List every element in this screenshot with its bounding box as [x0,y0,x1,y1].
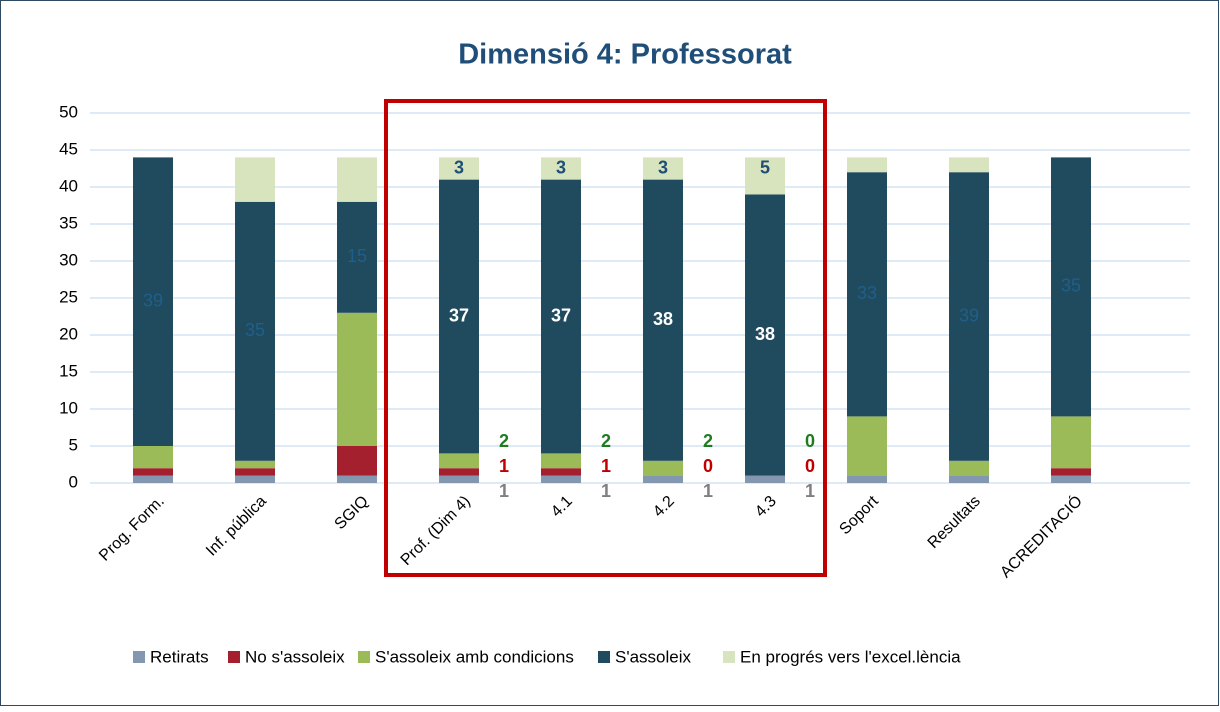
data-label: 3 [556,157,566,177]
data-label: 0 [805,431,815,451]
data-label: 35 [1061,276,1081,296]
bar-segment [235,460,275,469]
legend-swatch [228,651,240,663]
bar-segment [541,468,581,476]
data-label: 15 [347,246,367,266]
bar-segment [337,446,377,476]
legend-swatch [358,651,370,663]
data-label: 0 [805,456,815,476]
bar-segment [745,194,785,476]
bar-segment [1051,157,1091,417]
y-tick-label: 45 [59,139,78,158]
bar-segment [133,446,173,469]
data-label: 1 [601,481,611,501]
bar-segment [541,179,581,454]
legend-swatch [723,651,735,663]
data-label: 39 [959,305,979,325]
data-label: 1 [499,456,509,476]
legend-label: S'assoleix amb condicions [375,647,574,666]
highlight-box [384,99,827,577]
bar-segment [439,453,479,469]
bar-segment [439,179,479,454]
y-tick-label: 0 [69,472,78,491]
bar-segment [541,453,581,469]
data-label: 33 [857,283,877,303]
bar-segment [337,475,377,483]
legend-label: No s'assoleix [245,647,345,666]
bar-segment [337,157,377,202]
data-label: 35 [245,320,265,340]
bar-segment [541,157,581,180]
bar-segment [643,157,683,180]
bar-segment [643,179,683,461]
bar-segment [133,468,173,476]
bar-segment [745,475,785,483]
bar-segment [439,475,479,483]
data-label: 39 [143,290,163,310]
bar-segment [1051,468,1091,476]
bar-segment [541,475,581,483]
bar-segment [439,468,479,476]
bar-segment [847,157,887,173]
bar-segment [745,157,785,195]
y-tick-label: 40 [59,176,78,195]
bar-segment [133,475,173,483]
bar-segment [235,157,275,202]
y-tick-label: 20 [59,324,78,343]
data-label: 1 [601,456,611,476]
bar-segment [847,172,887,417]
data-label: 37 [449,305,469,325]
data-label: 38 [755,324,775,344]
bar-segment [1051,416,1091,469]
data-label: 2 [499,431,509,451]
bar-segment [949,157,989,173]
legend-label: Retirats [150,647,209,666]
data-label: 3 [454,157,464,177]
bar-segment [643,460,683,476]
bar-segment [847,475,887,483]
bar-segment [133,157,173,446]
data-label: 2 [601,431,611,451]
y-tick-label: 30 [59,250,78,269]
data-label: 3 [658,157,668,177]
bar-segment [235,475,275,483]
bar-segment [949,475,989,483]
y-tick-label: 35 [59,213,78,232]
legend-swatch [598,651,610,663]
data-label: 1 [499,481,509,501]
y-tick-label: 25 [59,287,78,306]
bar-segment [949,172,989,461]
legend-label: En progrés vers l'excel.lència [740,647,961,666]
bar-segment [949,460,989,476]
bar-segment [337,201,377,313]
chart-title: Dimensió 4: Professorat [458,39,792,71]
data-label: 1 [703,481,713,501]
bar-segment [1051,475,1091,483]
bar-segment [847,416,887,476]
bar-segment [235,468,275,476]
legend-label: S'assoleix [615,647,692,666]
y-tick-label: 5 [69,435,78,454]
y-tick-label: 15 [59,361,78,380]
legend-swatch [133,651,145,663]
y-tick-label: 10 [59,398,78,417]
data-label: 2 [703,431,713,451]
data-label: 1 [805,481,815,501]
bar-segment [439,157,479,180]
data-label: 37 [551,305,571,325]
data-label: 38 [653,309,673,329]
y-tick-label: 50 [59,102,78,121]
data-label: 0 [703,456,713,476]
bar-segment [337,312,377,446]
bar-segment [235,201,275,461]
data-label: 5 [760,157,770,177]
bar-segment [643,475,683,483]
